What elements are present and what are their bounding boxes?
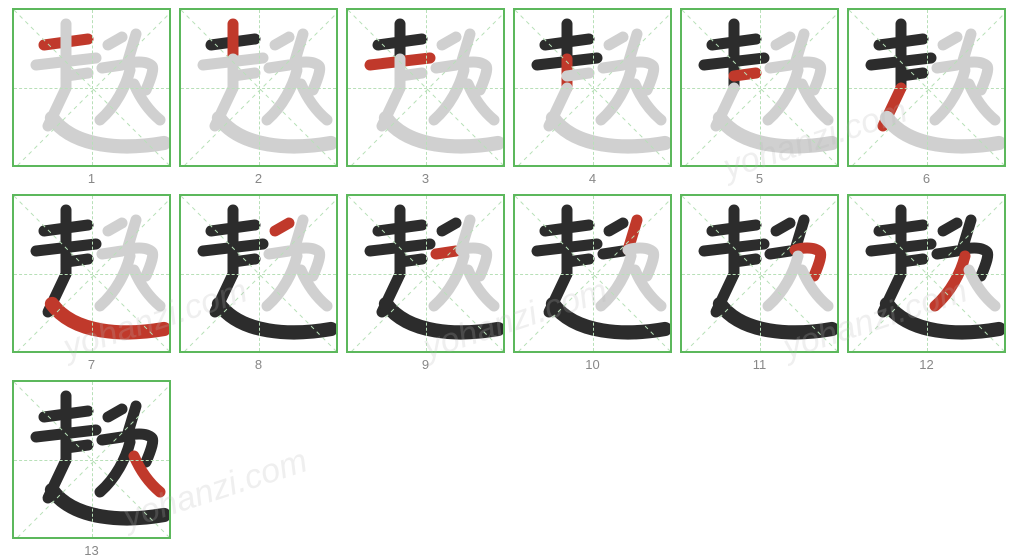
stroke-cell: 7 — [12, 194, 171, 372]
stroke-cell: 9 — [346, 194, 505, 372]
stroke-number: 10 — [585, 357, 599, 372]
stroke-box — [12, 380, 171, 539]
stroke-number: 1 — [88, 171, 95, 186]
stroke-box — [179, 194, 338, 353]
stroke-number: 2 — [255, 171, 262, 186]
stroke-box — [513, 194, 672, 353]
stroke-number: 3 — [422, 171, 429, 186]
stroke-cell: 8 — [179, 194, 338, 372]
stroke-box — [179, 8, 338, 167]
stroke-cell: 4 — [513, 8, 672, 186]
stroke-cell: 13 — [12, 380, 171, 558]
stroke-number: 7 — [88, 357, 95, 372]
stroke-box — [346, 194, 505, 353]
stroke-box — [680, 8, 839, 167]
stroke-box — [847, 194, 1006, 353]
stroke-number: 5 — [756, 171, 763, 186]
stroke-number: 9 — [422, 357, 429, 372]
stroke-cell: 2 — [179, 8, 338, 186]
stroke-box — [847, 8, 1006, 167]
stroke-cell: 11 — [680, 194, 839, 372]
stroke-number: 4 — [589, 171, 596, 186]
stroke-box — [680, 194, 839, 353]
stroke-number: 6 — [923, 171, 930, 186]
stroke-cell: 6 — [847, 8, 1006, 186]
stroke-cell: 12 — [847, 194, 1006, 372]
stroke-cell: 3 — [346, 8, 505, 186]
stroke-box — [12, 194, 171, 353]
stroke-cell: 1 — [12, 8, 171, 186]
stroke-number: 8 — [255, 357, 262, 372]
stroke-number: 13 — [84, 543, 98, 558]
stroke-cell: 10 — [513, 194, 672, 372]
stroke-cell: 5 — [680, 8, 839, 186]
stroke-box — [513, 8, 672, 167]
stroke-number: 12 — [919, 357, 933, 372]
stroke-order-grid: 1 2 3 4 5 6 7 8 9 10 11 12 13 — [12, 8, 1012, 558]
stroke-number: 11 — [753, 357, 767, 372]
stroke-box — [12, 8, 171, 167]
stroke-box — [346, 8, 505, 167]
